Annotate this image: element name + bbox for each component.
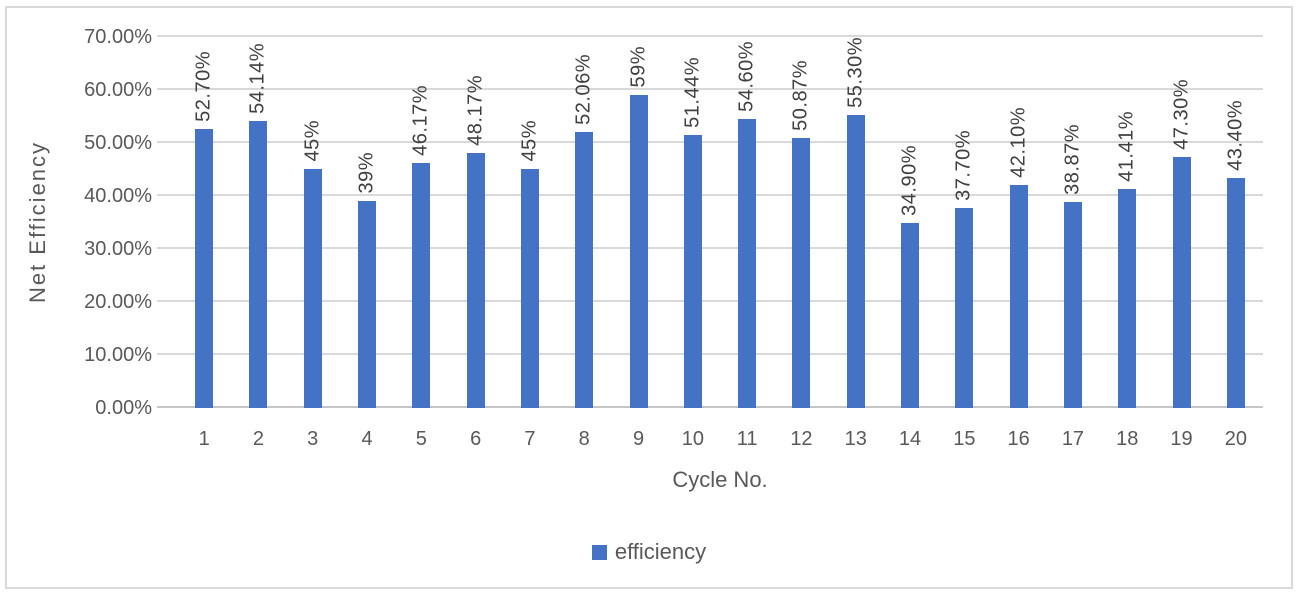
x-tick-label: 20 bbox=[1224, 428, 1247, 450]
bar-data-label: 48.17% bbox=[464, 75, 487, 146]
x-tick-label: 11 bbox=[736, 428, 758, 450]
bar bbox=[1009, 185, 1028, 408]
x-tick-label: 13 bbox=[844, 428, 867, 450]
x-tick-label: 17 bbox=[1061, 428, 1085, 450]
x-tick-label: 10 bbox=[681, 428, 704, 450]
bar-data-label: 39% bbox=[355, 152, 378, 194]
bar-data-label: 46.17% bbox=[409, 85, 432, 156]
legend: efficiency bbox=[0, 539, 1298, 564]
gridline bbox=[157, 300, 1263, 302]
y-tick-label: 10.00% bbox=[84, 344, 152, 366]
bar bbox=[683, 135, 702, 408]
bar-data-label: 59% bbox=[627, 46, 650, 88]
bar bbox=[1063, 202, 1082, 408]
bar bbox=[846, 115, 865, 408]
bar-data-label: 55.30% bbox=[844, 37, 867, 108]
x-axis: 1 2 3 4 5 6 7 8 9 10 11 12 13 14 15 16 17 18 19 20 bbox=[177, 426, 1263, 452]
bar bbox=[466, 153, 485, 408]
bar-data-label: 51.44% bbox=[681, 57, 704, 128]
y-tick-label: 0.00% bbox=[95, 397, 152, 419]
bar-data-label: 50.87% bbox=[789, 60, 812, 131]
bar-data-label: 38.87% bbox=[1061, 124, 1084, 195]
bar bbox=[1118, 189, 1137, 408]
bar bbox=[412, 163, 431, 408]
bar-data-label: 42.10% bbox=[1007, 107, 1030, 178]
x-tick-label: 4 bbox=[361, 428, 373, 450]
x-tick-label: 6 bbox=[470, 428, 482, 450]
x-tick-label: 7 bbox=[524, 428, 536, 450]
bar bbox=[629, 95, 648, 408]
x-tick-label: 18 bbox=[1116, 428, 1139, 450]
bar bbox=[575, 132, 594, 408]
legend-label: efficiency bbox=[614, 539, 707, 564]
bar-data-label: 37.70% bbox=[952, 130, 975, 201]
x-axis-line bbox=[157, 406, 1263, 408]
bar bbox=[955, 208, 974, 408]
gridline bbox=[157, 194, 1263, 196]
bar-data-label: 41.41% bbox=[1115, 111, 1138, 182]
bar bbox=[1226, 178, 1245, 408]
x-tick-label: 3 bbox=[307, 428, 319, 450]
x-tick-label: 5 bbox=[415, 428, 427, 450]
gridline bbox=[157, 247, 1263, 249]
y-tick-label: 60.00% bbox=[84, 79, 152, 101]
x-tick-label: 1 bbox=[198, 428, 210, 450]
bar-data-label: 52.70% bbox=[192, 51, 215, 122]
x-tick-label: 16 bbox=[1007, 428, 1030, 450]
y-tick-label: 50.00% bbox=[84, 132, 152, 154]
y-tick-label: 20.00% bbox=[84, 291, 152, 313]
bar bbox=[195, 129, 214, 408]
bar bbox=[792, 138, 811, 408]
bar-data-label: 54.60% bbox=[735, 41, 758, 112]
bar-data-label: 54.14% bbox=[246, 43, 269, 114]
bar bbox=[738, 119, 757, 408]
gridline bbox=[157, 141, 1263, 143]
bar bbox=[249, 121, 268, 408]
x-tick-label: 19 bbox=[1170, 428, 1193, 450]
gridline bbox=[157, 35, 1263, 37]
x-tick-label: 15 bbox=[953, 428, 976, 450]
gridline bbox=[157, 353, 1263, 355]
bar bbox=[901, 223, 920, 408]
x-tick-label: 14 bbox=[898, 428, 922, 450]
bar-data-label: 45% bbox=[518, 120, 541, 162]
y-tick-label: 70.00% bbox=[84, 26, 152, 48]
x-axis-title: Cycle No. bbox=[672, 467, 768, 492]
bar bbox=[303, 169, 322, 408]
bar bbox=[1172, 157, 1191, 408]
plot-area: 52.70% 54.14% 45% 39% 46.17% 48.17% 45% 52.06% 5… bbox=[157, 35, 1263, 408]
bar bbox=[358, 201, 377, 408]
bar bbox=[520, 169, 539, 408]
x-tick-label: 12 bbox=[790, 428, 813, 450]
bar-data-label: 45% bbox=[301, 120, 324, 162]
gridline bbox=[157, 88, 1263, 90]
legend-marker-icon bbox=[591, 544, 607, 560]
bar-data-label: 47.30% bbox=[1170, 79, 1193, 150]
y-axis: 0.00% 10.00% 20.00% 30.00% 40.00% 50.00% 60.00… bbox=[40, 26, 152, 419]
y-tick-label: 30.00% bbox=[84, 238, 152, 260]
bar-data-label: 43.40% bbox=[1224, 100, 1247, 171]
bar-data-label: 52.06% bbox=[572, 54, 595, 125]
bar-data-label: 34.90% bbox=[898, 145, 921, 216]
x-tick-label: 9 bbox=[632, 428, 645, 450]
x-tick-label: 2 bbox=[252, 428, 264, 450]
x-tick-label: 8 bbox=[578, 428, 590, 450]
y-tick-label: 40.00% bbox=[84, 185, 152, 207]
